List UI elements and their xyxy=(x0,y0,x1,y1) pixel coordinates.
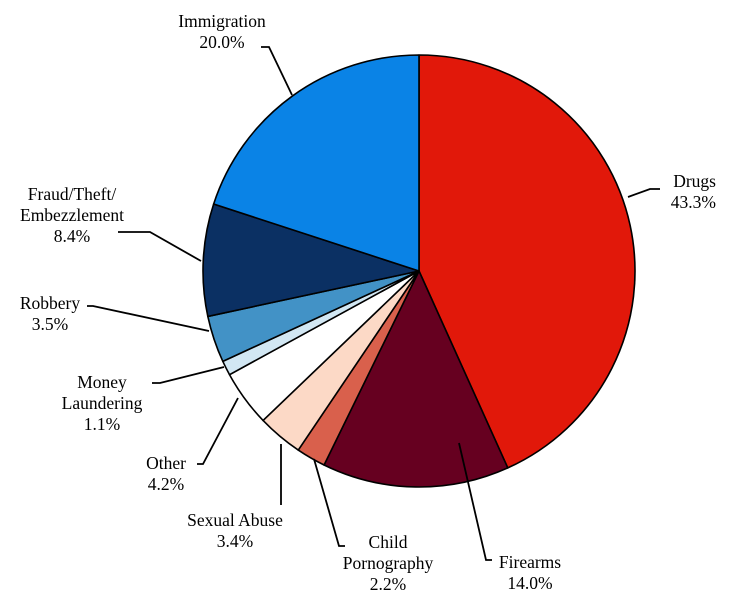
slice-name: Pornography xyxy=(343,553,434,573)
slice-label: Money Laundering 1.1% xyxy=(62,372,143,434)
slice-percent: 4.2% xyxy=(148,474,184,494)
slice-name: Child xyxy=(369,532,408,552)
slice-label: Drugs 43.3% xyxy=(671,171,716,212)
slice-label: Fraud/Theft/Embezzlement 8.4% xyxy=(20,184,124,246)
slice-percent: 3.5% xyxy=(32,314,68,334)
slice-percent: 20.0% xyxy=(199,32,244,52)
leader-line xyxy=(87,305,210,332)
slice-label: Other 4.2% xyxy=(146,453,186,494)
slice-name: Money xyxy=(77,372,127,392)
slice-name: Immigration xyxy=(178,11,266,31)
pie-slice-drugs xyxy=(418,54,636,469)
slice-name: Other xyxy=(146,453,186,473)
slice-label: Robbery 3.5% xyxy=(20,293,81,334)
leader-lines xyxy=(87,46,660,561)
slice-name: Robbery xyxy=(20,293,81,313)
slice-percent: 14.0% xyxy=(507,573,552,593)
slice-percent: 2.2% xyxy=(370,574,406,594)
slice-name: Drugs xyxy=(673,171,716,191)
pie-slice-fraud-theft-embezzlement xyxy=(202,203,420,318)
slice-name: Sexual Abuse xyxy=(187,510,283,530)
slice-name: Firearms xyxy=(499,552,561,572)
slice-label: Sexual Abuse 3.4% xyxy=(187,510,283,551)
slice-percent: 43.3% xyxy=(671,192,716,212)
slice-name: Laundering xyxy=(62,393,143,413)
leader-line xyxy=(627,188,660,198)
slice-label: Firearms 14.0% xyxy=(499,552,561,593)
leader-line xyxy=(261,46,293,96)
pie-slice-firearms xyxy=(323,270,509,488)
slice-percent: 1.1% xyxy=(84,414,120,434)
slice-labels: Drugs 43.3%Firearms 14.0%Child Pornography 2… xyxy=(20,11,716,594)
slice-percent: 3.4% xyxy=(217,531,253,551)
pie-slice-immigration xyxy=(212,54,420,272)
leader-line xyxy=(152,366,225,384)
leader-line xyxy=(458,442,492,561)
slice-percent: 8.4% xyxy=(54,226,90,246)
slice-label: Immigration 20.0% xyxy=(178,11,266,52)
leader-line xyxy=(197,397,239,465)
leader-line xyxy=(118,231,202,262)
slice-label: Child Pornography 2.2% xyxy=(343,532,434,594)
slice-name: Fraud/Theft/ xyxy=(28,184,117,204)
pie-slices xyxy=(202,54,636,488)
slice-name: Embezzlement xyxy=(20,205,124,225)
leader-line xyxy=(313,458,345,547)
